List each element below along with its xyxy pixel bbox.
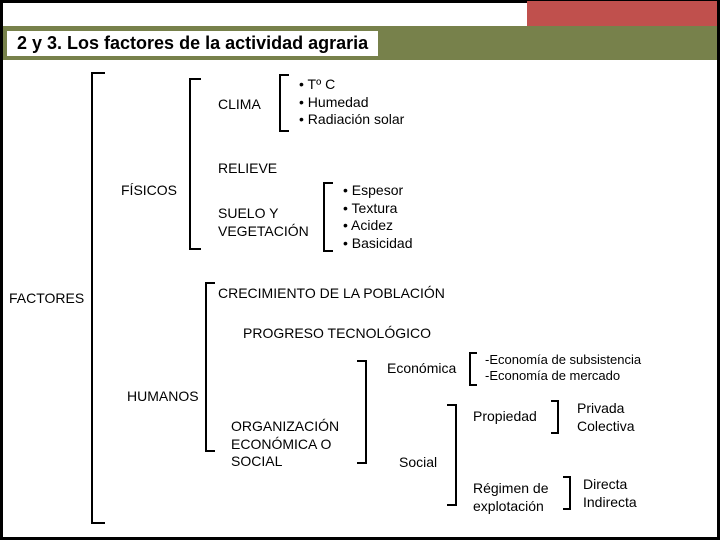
bracket-propiedad — [551, 400, 559, 434]
bracket-fisicos — [189, 78, 201, 250]
bracket-suelo — [323, 182, 333, 252]
bracket-factores — [91, 72, 105, 524]
node-social: Social — [399, 454, 437, 472]
page-title: 2 y 3. Los factores de la actividad agra… — [7, 31, 378, 56]
node-suelo: SUELO Y VEGETACIÓN — [218, 205, 309, 240]
node-crecimiento: CRECIMIENTO DE LA POBLACIÓN — [218, 285, 445, 303]
node-relieve: RELIEVE — [218, 160, 277, 178]
node-clima: CLIMA — [218, 96, 261, 114]
node-reg-items: Directa Indirecta — [583, 476, 637, 511]
bracket-economica — [469, 352, 477, 386]
title-bar: 2 y 3. Los factores de la actividad agra… — [3, 26, 717, 60]
node-econ-items: -Economía de subsistencia -Economía de m… — [485, 352, 641, 385]
node-factores: FACTORES — [9, 290, 84, 308]
bracket-humanos — [205, 282, 215, 452]
diagram-canvas: FACTORES FÍSICOS CLIMA • Tº C • Humedad … — [3, 60, 717, 537]
node-humanos: HUMANOS — [127, 388, 199, 406]
bracket-organizacion — [357, 360, 367, 464]
node-organizacion: ORGANIZACIÓN ECONÓMICA O SOCIAL — [231, 418, 339, 471]
bracket-clima — [279, 74, 289, 132]
node-progreso: PROGRESO TECNOLÓGICO — [243, 325, 431, 343]
red-accent — [527, 1, 717, 26]
node-economica: Económica — [387, 360, 456, 378]
node-regimen: Régimen de explotación — [473, 480, 549, 515]
node-clima-items: • Tº C • Humedad • Radiación solar — [299, 76, 404, 129]
bracket-regimen — [563, 476, 571, 510]
node-fisicos: FÍSICOS — [121, 182, 177, 200]
bracket-social — [447, 404, 457, 506]
node-suelo-items: • Espesor • Textura • Acidez • Basicidad — [343, 182, 413, 252]
node-prop-items: Privada Colectiva — [577, 400, 635, 435]
node-propiedad: Propiedad — [473, 408, 537, 426]
